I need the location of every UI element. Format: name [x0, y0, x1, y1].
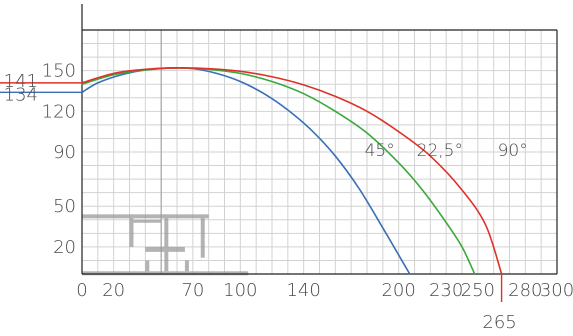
x-tick-label: 70: [181, 280, 204, 301]
axes: [81, 4, 558, 275]
profile-post-mid: [164, 214, 169, 272]
profile-post-left: [129, 214, 134, 247]
profile-foot-2: [184, 260, 189, 272]
x-tick-label: 20: [102, 280, 125, 301]
x-tick-label: 300: [540, 280, 573, 301]
series-lines: [0, 67, 503, 302]
window-profile-graphic: [82, 214, 249, 276]
y-extra-label: 141: [4, 71, 38, 92]
series-line: [81, 67, 476, 275]
series-line: [81, 67, 503, 275]
profile-frame-top: [82, 214, 209, 219]
annotations: 45° 22,5° 90°: [365, 141, 528, 161]
profile-bar-1: [129, 219, 162, 223]
x-tick-label: 0: [76, 280, 87, 301]
x-tick-label: 230: [429, 280, 463, 301]
profile-post-right: [200, 214, 205, 258]
y-tick-label: 90: [53, 142, 76, 163]
profile-bar-2: [145, 246, 185, 252]
profile-foot-1: [145, 260, 150, 272]
x-tick-label: 280: [508, 280, 542, 301]
y-tick-label: 120: [42, 101, 76, 122]
profile-frame-bottom: [82, 271, 249, 276]
x-tick-label: 100: [223, 280, 257, 301]
x-tick-label: 250: [461, 280, 495, 301]
x-tick-label: 200: [381, 280, 415, 301]
y-extra-label: 134: [4, 84, 38, 105]
y-tick-label: 50: [53, 196, 76, 217]
y-tick-label: 20: [53, 237, 76, 258]
x-tick-label: 140: [286, 280, 320, 301]
y-tick-label: 150: [42, 61, 76, 82]
x-extra-label: 265: [482, 312, 516, 333]
series-annotation: 90°: [498, 141, 528, 161]
series-annotation: 22,5°: [417, 141, 463, 161]
grid: [81, 29, 558, 275]
series-annotation: 45°: [365, 141, 395, 161]
